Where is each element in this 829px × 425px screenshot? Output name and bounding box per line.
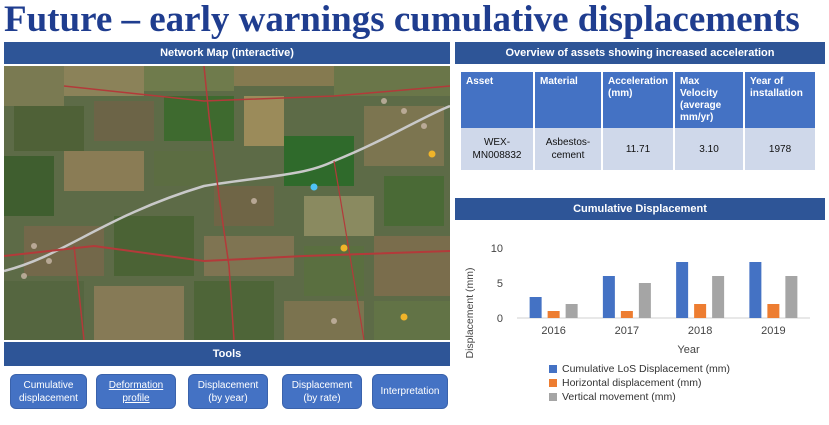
chart-panel-header: Cumulative Displacement (455, 198, 825, 220)
x-tick-label: 2019 (761, 325, 785, 337)
assets-table: Asset Material Acceleration (mm) Max Vel… (461, 72, 816, 170)
bar (785, 276, 798, 318)
material-cell: Asbestos-cement (534, 128, 603, 170)
legend-item: Cumulative LoS Displacement (mm) (549, 362, 730, 376)
y-tick-label: 10 (491, 243, 503, 255)
legend-swatch (549, 393, 557, 401)
legend-swatch (549, 365, 557, 373)
displacement-by-year-button[interactable]: Displacement (by year) (188, 374, 268, 409)
x-tick-label: 2017 (615, 325, 639, 337)
bar (565, 304, 578, 318)
table-header-row: Asset Material Acceleration (mm) Max Vel… (461, 72, 816, 128)
y-tick-label: 0 (497, 313, 503, 325)
assets-table-area: Asset Material Acceleration (mm) Max Vel… (455, 64, 825, 182)
legend-swatch (549, 379, 557, 387)
x-tick-label: 2018 (688, 325, 712, 337)
legend-label: Horizontal displacement (mm) (562, 377, 702, 389)
bar (694, 304, 707, 318)
button-label-line2: displacement (19, 392, 78, 404)
bar (638, 283, 651, 318)
interpretation-button[interactable]: Interpretation (372, 374, 448, 409)
tools-bar: Cumulative displacement Deformation profil… (4, 367, 450, 423)
button-label-line2: profile (122, 392, 150, 404)
bar (749, 262, 762, 318)
button-label-line1: Displacement (291, 379, 353, 391)
max-velocity-cell: 3.10 (674, 128, 746, 170)
x-axis-label: Year (677, 344, 700, 356)
legend-item: Horizontal displacement (mm) (549, 376, 730, 390)
map-panel-header: Network Map (interactive) (4, 42, 450, 64)
legend-item: Vertical movement (mm) (549, 390, 730, 404)
bar (529, 297, 542, 318)
button-label-line1: Deformation (108, 379, 164, 391)
cumulative-displacement-chart: 0 5 10 Displacement (mm) 2016 2017 2018 2019 Yea… (455, 220, 825, 423)
bar (547, 311, 560, 318)
button-label-line1: Displacement (197, 379, 259, 391)
column-header: Max Velocity (average mm/yr) (674, 72, 746, 128)
acceleration-cell: 11.71 (602, 128, 676, 170)
cumulative-displacement-button[interactable]: Cumulative displacement (10, 374, 87, 409)
column-header: Asset (461, 72, 535, 128)
button-label-line1: Cumulative (23, 379, 74, 391)
legend-label: Vertical movement (mm) (562, 391, 676, 403)
column-header: Acceleration (mm) (602, 72, 676, 128)
chart-legend: Cumulative LoS Displacement (mm) Horizont… (549, 362, 730, 404)
y-axis-label: Displacement (mm) (464, 267, 476, 358)
bar (620, 311, 633, 318)
asset-cell: WEX-MN008832 (461, 128, 535, 170)
year-cell: 1978 (744, 128, 816, 170)
bar (712, 276, 725, 318)
column-header: Year of installation (744, 72, 816, 128)
legend-label: Cumulative LoS Displacement (mm) (562, 363, 731, 375)
x-tick-label: 2016 (541, 325, 565, 337)
network-map[interactable] (4, 66, 450, 340)
tools-panel-header: Tools (4, 342, 450, 366)
displacement-by-rate-button[interactable]: Displacement (by rate) (282, 374, 362, 409)
satellite-map-image[interactable] (4, 66, 450, 340)
page-title: Future – early warnings cumulative displ… (4, 0, 800, 40)
table-row: WEX-MN008832 Asbestos-cement 11.71 3.10 … (461, 128, 816, 170)
button-label-line2: (by rate) (303, 392, 341, 404)
y-tick-label: 5 (497, 278, 503, 290)
chart-svg: 0 5 10 Displacement (mm) 2016 2017 2018 2019 Yea… (464, 243, 810, 359)
bar (767, 304, 780, 318)
button-label-line2: (by year) (208, 392, 248, 404)
button-label-line1: Interpretation (380, 386, 440, 397)
assets-panel-header: Overview of assets showing increased acc… (455, 42, 825, 64)
deformation-profile-button[interactable]: Deformation profile (96, 374, 176, 409)
column-header: Material (534, 72, 603, 128)
bar (602, 276, 615, 318)
bar (676, 262, 689, 318)
